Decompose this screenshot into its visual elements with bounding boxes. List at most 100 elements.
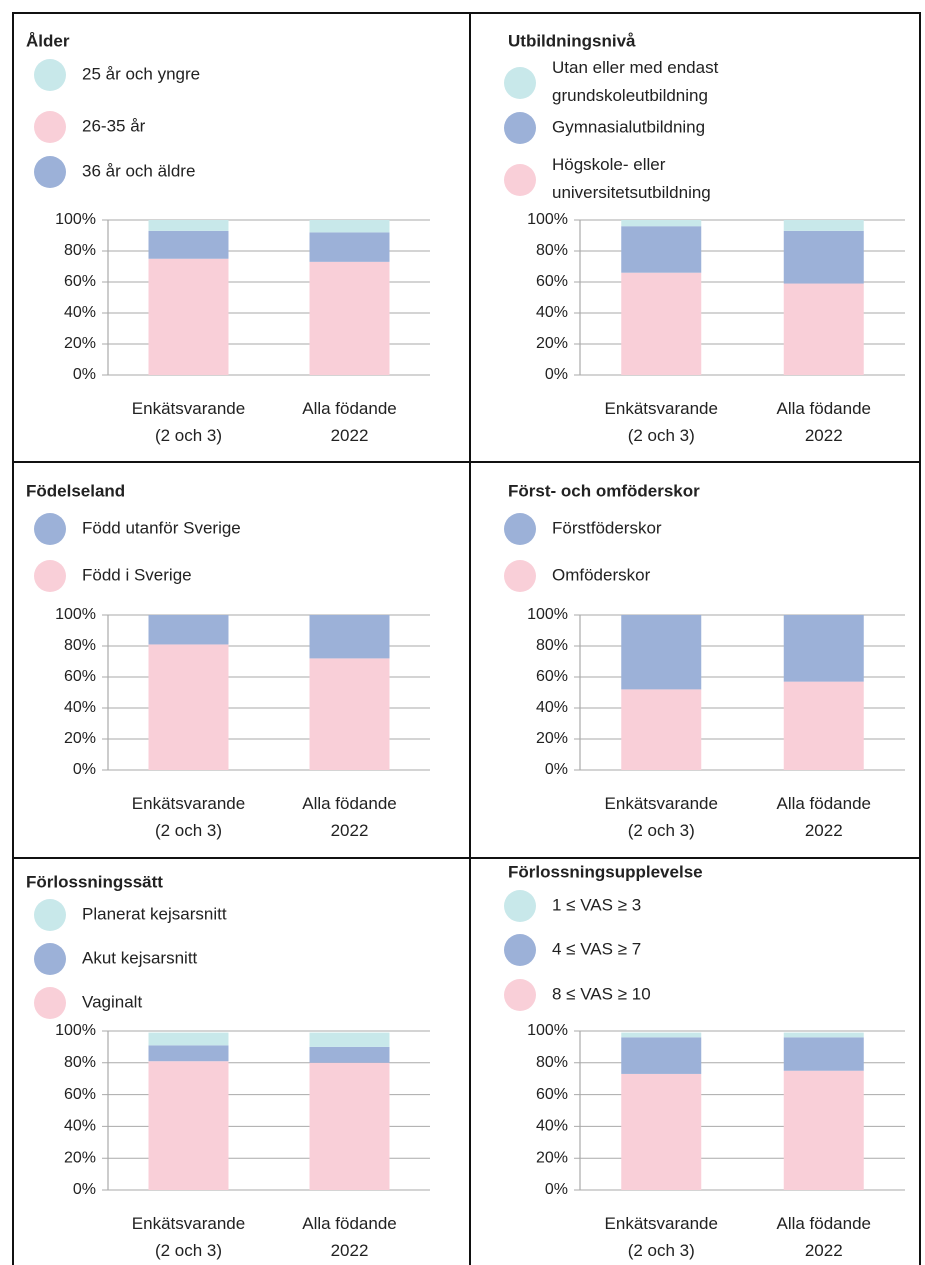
bar-segment xyxy=(783,230,864,284)
y-tick-label: 0% xyxy=(73,761,96,778)
bar-segment xyxy=(621,689,702,770)
bar-segment xyxy=(783,681,864,770)
bar-segment xyxy=(148,258,229,375)
legend-label: Akut kejsarsnitt xyxy=(82,948,198,967)
bar-segment xyxy=(148,220,229,231)
y-tick-label: 60% xyxy=(536,668,568,685)
bar-segment xyxy=(309,261,390,375)
x-tick-label: Alla födande 2022 xyxy=(302,794,397,840)
legend-label: 1 ≤ VAS ≥ 3 xyxy=(552,895,641,914)
bar-segment xyxy=(309,1062,390,1190)
y-tick-label: 60% xyxy=(536,1086,568,1103)
y-tick-label: 80% xyxy=(536,1054,568,1071)
chart-title: Först- och omföderskor xyxy=(508,481,700,500)
bar-segment xyxy=(783,283,864,375)
x-tick-label: Alla födande 2022 xyxy=(302,399,397,445)
legend-label: Planerat kejsarsnitt xyxy=(82,904,227,923)
legend-label: 8 ≤ VAS ≥ 10 xyxy=(552,984,651,1003)
legend-label: 26-35 år xyxy=(82,116,146,135)
y-tick-label: 20% xyxy=(64,335,96,352)
legend-swatch xyxy=(34,111,66,143)
y-tick-label: 100% xyxy=(527,211,568,228)
bar-segment xyxy=(148,230,229,259)
y-tick-label: 80% xyxy=(536,637,568,654)
y-tick-label: 0% xyxy=(73,366,96,383)
bar-segment xyxy=(783,1070,864,1190)
y-tick-label: 0% xyxy=(545,366,568,383)
y-tick-label: 60% xyxy=(64,668,96,685)
y-tick-label: 40% xyxy=(64,1118,96,1135)
y-tick-label: 40% xyxy=(64,304,96,321)
y-tick-label: 40% xyxy=(536,1118,568,1135)
chart-title: Utbildningsnivå xyxy=(508,31,636,50)
panel-borders xyxy=(12,12,921,1265)
y-tick-label: 60% xyxy=(64,1086,96,1103)
y-tick-label: 40% xyxy=(64,699,96,716)
bar-segment xyxy=(309,232,390,262)
legend-swatch xyxy=(34,59,66,91)
bar-segment xyxy=(783,220,864,231)
x-tick-label: Alla födande 2022 xyxy=(776,399,871,445)
legend-label: Högskole- eller universitetsutbildning xyxy=(552,155,711,202)
bar-segment xyxy=(621,615,702,690)
y-tick-label: 20% xyxy=(536,335,568,352)
x-tick-label: Alla födande 2022 xyxy=(776,1214,871,1260)
legend-swatch xyxy=(504,934,536,966)
y-tick-label: 100% xyxy=(527,606,568,623)
legend-label: Utan eller med endast grundskoleutbildnin… xyxy=(552,58,719,105)
bar-segment xyxy=(148,1032,229,1046)
y-tick-label: 20% xyxy=(64,730,96,747)
bar-segment xyxy=(621,272,702,375)
legend-label: Född i Sverige xyxy=(82,565,192,584)
y-tick-label: 0% xyxy=(73,1181,96,1198)
y-tick-label: 40% xyxy=(536,699,568,716)
x-tick-label: Enkätsvarande (2 och 3) xyxy=(605,1214,718,1260)
bar-segment xyxy=(621,220,702,227)
legend-label: 4 ≤ VAS ≥ 7 xyxy=(552,939,641,958)
y-tick-label: 80% xyxy=(64,242,96,259)
bar-segment xyxy=(148,1045,229,1062)
bar-segment xyxy=(148,1061,229,1190)
legend-label: Gymnasialutbildning xyxy=(552,117,705,136)
legend-label: 25 år och yngre xyxy=(82,64,200,83)
legend-swatch xyxy=(504,560,536,592)
chart-title: Förlossningssätt xyxy=(26,872,163,891)
x-tick-label: Enkätsvarande (2 och 3) xyxy=(605,794,718,840)
legend-swatch xyxy=(504,890,536,922)
legend-swatch xyxy=(504,164,536,196)
bar-segment xyxy=(621,226,702,273)
bar-segment xyxy=(309,615,390,659)
legend-label: Förstföderskor xyxy=(552,518,662,537)
y-tick-label: 20% xyxy=(536,730,568,747)
legend-swatch xyxy=(504,979,536,1011)
legend-swatch xyxy=(504,513,536,545)
legend-swatch xyxy=(34,943,66,975)
chart-title: Förlossningsupplevelse xyxy=(508,862,703,881)
x-tick-label: Alla födande 2022 xyxy=(776,794,871,840)
bar-segment xyxy=(148,644,229,770)
bar-segment xyxy=(309,220,390,233)
bar-segment xyxy=(783,615,864,682)
legend-swatch xyxy=(34,156,66,188)
bar-segment xyxy=(621,1032,702,1038)
legend-swatch xyxy=(34,987,66,1019)
y-tick-label: 60% xyxy=(64,273,96,290)
x-tick-label: Enkätsvarande (2 och 3) xyxy=(132,1214,245,1260)
chart-title: Födelseland xyxy=(26,481,125,500)
y-tick-label: 0% xyxy=(545,1181,568,1198)
bar-segment xyxy=(309,1032,390,1047)
x-tick-label: Alla födande 2022 xyxy=(302,1214,397,1260)
legend-label: 36 år och äldre xyxy=(82,161,195,180)
legend-swatch xyxy=(34,899,66,931)
legend-swatch xyxy=(504,67,536,99)
legend-swatch xyxy=(34,513,66,545)
legend-label: Omföderskor xyxy=(552,565,651,584)
bar-segment xyxy=(783,1032,864,1038)
bar-segment xyxy=(309,658,390,770)
bar-segment xyxy=(148,615,229,645)
y-tick-label: 80% xyxy=(64,1054,96,1071)
y-tick-label: 80% xyxy=(64,637,96,654)
y-tick-label: 0% xyxy=(545,761,568,778)
bar-segment xyxy=(309,1046,390,1063)
